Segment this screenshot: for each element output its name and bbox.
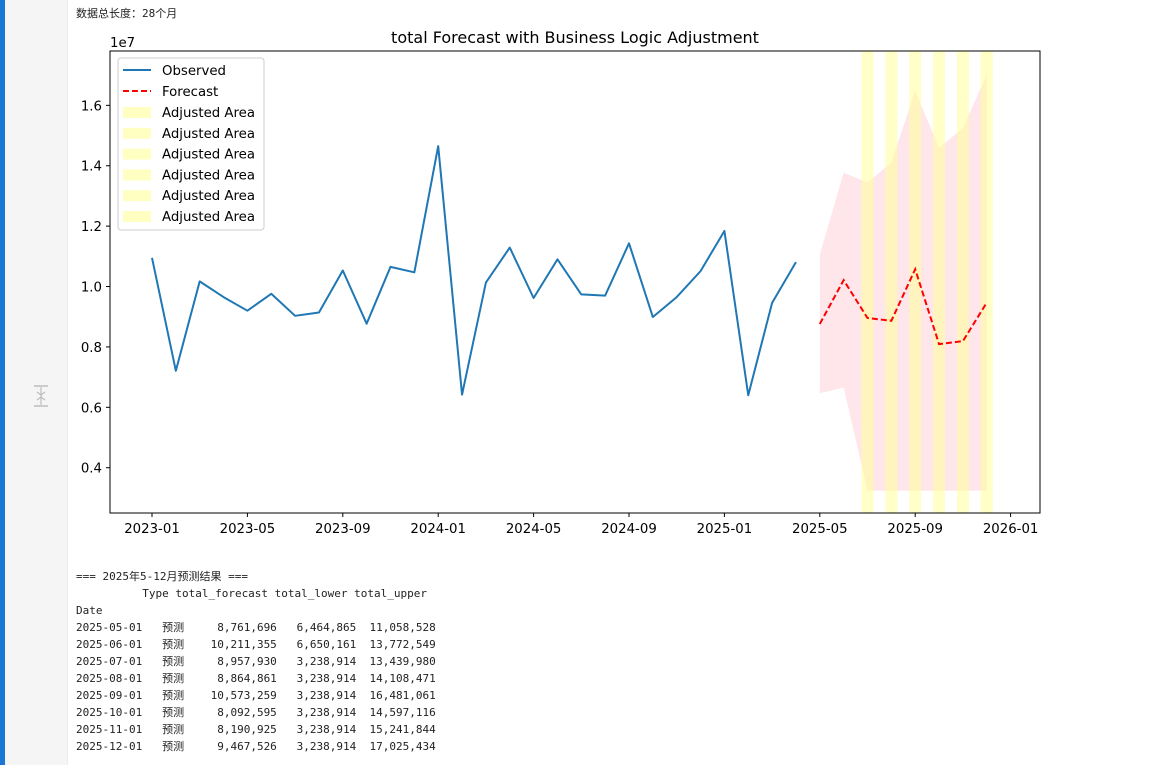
index-name: Date — [76, 604, 103, 617]
table-header: Type total_forecast total_lower total_up… — [76, 587, 427, 600]
x-tick-label: 2025-09 — [887, 522, 943, 537]
x-tick-label: 2025-05 — [792, 522, 848, 537]
table-row: 2025-05-01 预测 8,761,696 6,464,865 11,058… — [76, 621, 436, 634]
y-tick-label: 1.2 — [81, 220, 102, 235]
forecast-results: === 2025年5-12月预测结果 === Type total_foreca… — [76, 568, 436, 755]
y-tick-label: 0.8 — [81, 341, 102, 356]
legend-adjusted-label: Adjusted Area — [162, 148, 255, 163]
legend-adjusted-swatch — [123, 169, 151, 181]
legend-forecast-label: Forecast — [162, 85, 218, 100]
y-tick-label: 1.4 — [81, 160, 102, 175]
table-row: 2025-09-01 预测 10,573,259 3,238,914 16,48… — [76, 689, 436, 702]
legend-adjusted-label: Adjusted Area — [162, 168, 255, 183]
adjusted-area-1 — [861, 51, 874, 513]
y-scale-label: 1e7 — [110, 36, 135, 51]
series-lines — [151, 145, 988, 397]
table-row: 2025-12-01 预测 9,467,526 3,238,914 17,025… — [76, 740, 436, 753]
y-tick-label: 0.4 — [81, 462, 102, 477]
x-tick-label: 2023-01 — [124, 522, 180, 537]
adjusted-area-5 — [956, 51, 969, 513]
legend-adjusted-swatch — [123, 107, 151, 118]
adjusted-area-2 — [885, 51, 898, 513]
x-tick-label: 2023-05 — [220, 522, 276, 537]
legend-adjusted-label: Adjusted Area — [162, 127, 255, 142]
legend-adjusted-swatch — [123, 127, 151, 139]
table-row: 2025-11-01 预测 8,190,925 3,238,914 15,241… — [76, 723, 436, 736]
legend-adjusted-swatch — [123, 190, 151, 202]
x-axis: 2023-01 2023-05 2023-09 2024-01 2024-05 2024-… — [124, 513, 1038, 537]
y-axis: 0.4 0.6 0.8 1.0 1.2 1.4 1.6 — [81, 99, 110, 477]
chart-title: total Forecast with Business Logic Adjus… — [391, 28, 759, 47]
x-tick-label: 2024-09 — [601, 522, 657, 537]
legend-adjusted-swatch — [123, 211, 151, 222]
legend-adjusted-label: Adjusted Area — [162, 210, 255, 225]
table-row: 2025-06-01 预测 10,211,355 6,650,161 13,77… — [76, 638, 436, 651]
adjusted-area-6 — [980, 51, 993, 513]
legend-box — [117, 57, 265, 231]
x-tick-label: 2025-01 — [697, 522, 753, 537]
y-tick-label: 1.6 — [81, 99, 102, 114]
plot-frame — [109, 50, 1041, 514]
chart-legend: Observed Forecast Adjusted AreaAdjusted … — [117, 57, 265, 231]
x-tick-label: 2024-01 — [410, 522, 466, 537]
data-length-text: 数据总长度：28个月 — [76, 7, 178, 20]
legend-observed-label: Observed — [162, 64, 226, 79]
cell-active-indicator — [0, 0, 5, 765]
adjusted-area-3 — [909, 51, 922, 513]
forecast-chart: 2023-01 2023-05 2023-09 2024-01 2024-05 2024-… — [81, 28, 1041, 537]
results-table: 2025-05-01 预测 8,761,696 6,464,865 11,058… — [76, 619, 436, 755]
table-row: 2025-08-01 预测 8,864,861 3,238,914 14,108… — [76, 672, 436, 685]
collapse-output-icon[interactable] — [32, 384, 50, 408]
observed-line — [151, 145, 797, 397]
forecast-line — [818, 266, 988, 346]
y-tick-label: 0.6 — [81, 401, 102, 416]
adjusted-area-4 — [933, 51, 946, 513]
legend-adjusted-swatch — [123, 148, 151, 160]
table-row: 2025-10-01 预测 8,092,595 3,238,914 14,597… — [76, 706, 436, 719]
x-tick-label: 2026-01 — [983, 522, 1039, 537]
table-row: 2025-07-01 预测 8,957,930 3,238,914 13,439… — [76, 655, 436, 668]
cell-output: 数据总长度：28个月 2023-01 2023-05 2023-09 2024-01 2… — [68, 0, 1176, 765]
adjusted-areas — [861, 51, 993, 513]
x-tick-label: 2024-05 — [506, 522, 562, 537]
results-heading: === 2025年5-12月预测结果 === — [76, 570, 248, 583]
cell-gutter — [5, 0, 68, 765]
legend-adjusted-label: Adjusted Area — [162, 189, 255, 204]
legend-adjusted-label: Adjusted Area — [162, 106, 255, 121]
legend-adjusted-items: Adjusted Area Adjusted Area Adjusted Area A… — [123, 106, 255, 225]
x-tick-label: 2023-09 — [315, 522, 371, 537]
y-tick-label: 1.0 — [81, 281, 102, 296]
